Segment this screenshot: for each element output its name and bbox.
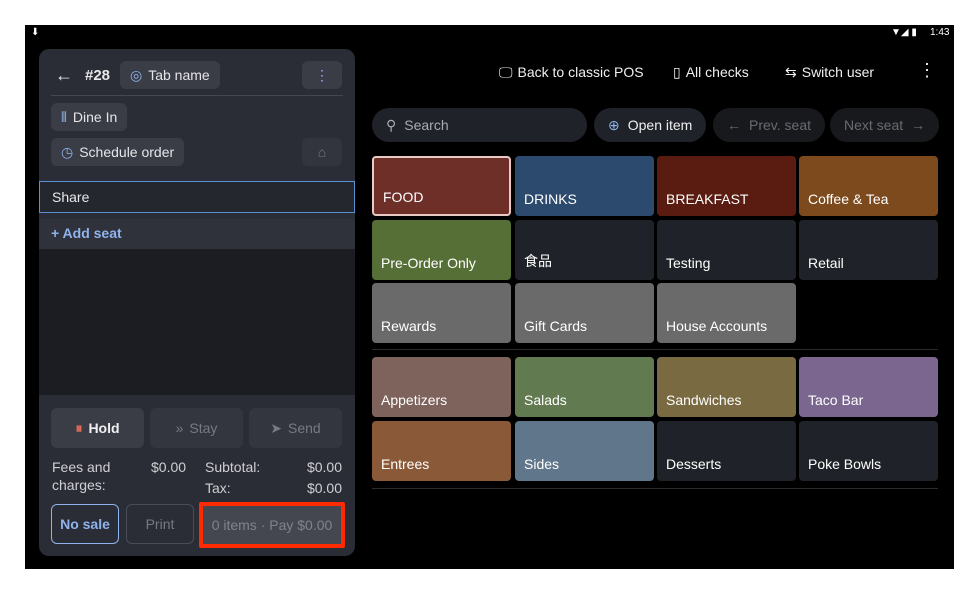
category-tile[interactable]: House Accounts [657,283,796,343]
subcategory-tile[interactable]: Taco Bar [799,357,938,417]
category-tile[interactable]: Retail [799,219,938,280]
hold-label: Hold [88,420,120,436]
stay-button[interactable]: » Stay [150,408,243,448]
tax-value: $0.00 [306,480,342,496]
subcategory-tile[interactable]: Entrees [372,421,511,481]
send-icon: ➤ [270,419,283,436]
all-checks-button[interactable]: ▯ All checks [673,64,749,81]
subcategory-tile[interactable]: Poke Bowls [799,421,938,481]
more-options-button[interactable]: ⋮ [302,61,342,89]
order-panel: ← #28 ◎ Tab name ⋮ ⫴ Dine In ◷ Schedule ord… [39,49,355,556]
pos-screen: ⬇ ▼◢ ▮ 1:43 ← #28 ◎ Tab name ⋮ ⫴ Dine In ◷… [25,25,954,569]
prev-seat-button[interactable]: ← Prev. seat [713,108,825,142]
download-icon: ⬇ [31,27,40,38]
subcategory-tile[interactable]: Salads [515,357,654,417]
fees-label: Fees and charges: [52,459,111,493]
subtotal-label: Subtotal: [205,459,261,475]
send-button[interactable]: ➤ Send [249,408,342,448]
back-arrow-icon[interactable]: ← [55,65,73,85]
arrow-right-icon: → [911,117,926,133]
subcategory-tile[interactable]: Sandwiches [657,357,796,417]
schedule-order-button[interactable]: ◷ Schedule order [51,138,185,166]
stay-icon: » [175,420,184,436]
divider [51,95,343,96]
order-items-list [39,249,355,395]
next-seat-label: Next seat [844,117,904,133]
send-label: Send [288,420,321,436]
clock-icon: ◷ [61,143,74,160]
discount-tag-button[interactable]: ⌂ [302,138,342,166]
print-button[interactable]: Print [126,504,194,544]
search-icon: ⚲ [386,116,397,133]
tax-label: Tax: [205,480,231,496]
tab-name-button[interactable]: ◎ Tab name [120,61,220,89]
prev-seat-label: Prev. seat [749,117,811,133]
switch-label: Switch user [801,64,875,80]
category-tile[interactable]: Testing [657,219,796,280]
fees-value: $0.00 [151,459,187,475]
overflow-menu-icon[interactable]: ⋮ [918,60,936,80]
wifi-battery-icons: ▼◢ ▮ [891,27,917,38]
no-sale-button[interactable]: No sale [51,504,119,544]
next-seat-button[interactable]: Next seat → [830,108,940,142]
subcategory-tile[interactable]: Desserts [657,421,796,481]
subcategory-tile[interactable]: Appetizers [372,357,511,417]
category-tile[interactable]: DRINKS [515,156,654,216]
add-seat-button[interactable]: + Add seat [39,219,355,249]
category-tile[interactable]: Coffee & Tea [799,156,938,216]
back-to-classic-pos-button[interactable]: 🖵 Back to classic POS [499,64,644,81]
pause-icon: ⏸ [75,419,83,436]
seat-share[interactable]: Share [39,181,355,213]
plus-circle-icon: ⊕ [608,116,620,133]
stay-label: Stay [189,420,218,436]
category-tile[interactable]: Gift Cards [515,283,654,343]
open-item-label: Open item [627,117,693,133]
tab-name-label: Tab name [148,67,210,83]
divider [372,488,938,489]
pay-button[interactable]: 0 items · Pay $0.00 [199,502,345,548]
category-tile[interactable]: FOOD [372,156,511,216]
subcategory-tile[interactable]: Sides [515,421,654,481]
swap-icon: ⇆ [785,64,797,80]
switch-user-button[interactable]: ⇆ Switch user [785,64,874,81]
dining-table-icon: ⫴ [61,108,67,125]
classic-label: Back to classic POS [517,64,644,80]
schedule-label: Schedule order [79,144,175,160]
open-item-button[interactable]: ⊕ Open item [594,108,707,142]
monitor-icon: 🖵 [499,64,513,80]
category-tile[interactable]: Rewards [372,283,511,343]
dine-in-button[interactable]: ⫴ Dine In [51,103,128,131]
dine-in-label: Dine In [72,109,118,125]
clock: 1:43 [930,27,950,38]
search-placeholder: Search [404,117,449,133]
order-number: #28 [85,67,111,84]
subtotal-value: $0.00 [306,459,342,475]
category-tile[interactable]: BREAKFAST [657,156,796,216]
user-icon: ◎ [130,66,143,83]
arrow-left-icon: ← [727,117,741,133]
checks-icon: ▯ [673,64,681,80]
checks-label: All checks [685,64,749,80]
category-tile[interactable]: Pre-Order Only [372,219,511,280]
hold-button[interactable]: ⏸ Hold [51,408,144,448]
divider [372,349,938,350]
category-tile[interactable]: 食品 [515,219,654,280]
search-input[interactable]: ⚲ Search [372,108,587,142]
